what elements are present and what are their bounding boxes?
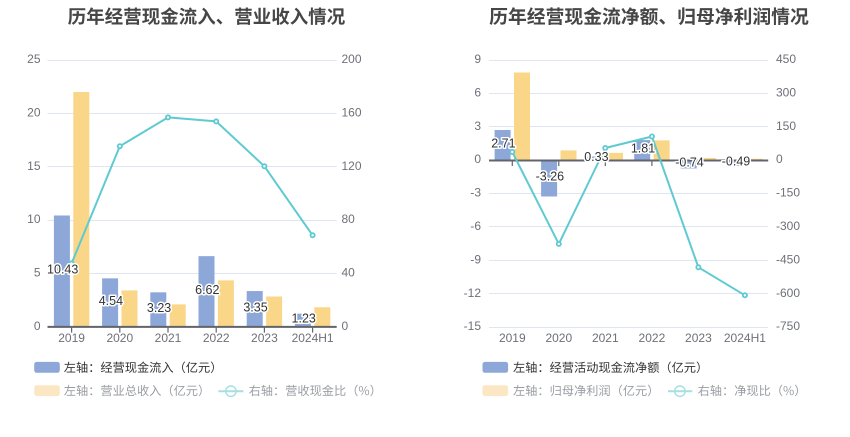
svg-text:300: 300 [776,85,796,99]
svg-text:2024H1: 2024H1 [724,331,766,345]
svg-text:-15: -15 [464,319,482,333]
svg-text:3.23: 3.23 [147,301,171,315]
svg-text:2023: 2023 [251,331,278,345]
svg-text:-3.26: -3.26 [536,170,565,184]
svg-text:200: 200 [342,52,362,66]
svg-text:0.33: 0.33 [584,150,608,164]
svg-text:0: 0 [474,152,481,166]
svg-text:80: 80 [342,212,356,226]
svg-text:-12: -12 [464,286,482,300]
svg-text:120: 120 [342,159,362,173]
svg-text:2019: 2019 [499,331,526,345]
svg-text:160: 160 [342,105,362,119]
svg-text:0: 0 [34,319,41,333]
svg-text:2020: 2020 [106,331,133,345]
svg-text:0: 0 [342,319,349,333]
svg-text:10.43: 10.43 [47,263,78,277]
svg-text:-0.49: -0.49 [722,154,751,168]
svg-text:15: 15 [27,159,41,173]
svg-text:2021: 2021 [155,331,182,345]
svg-text:-3: -3 [470,186,481,200]
svg-text:10: 10 [27,212,41,226]
svg-text:1.23: 1.23 [292,312,316,326]
svg-text:2024H1: 2024H1 [292,331,334,345]
svg-text:4.54: 4.54 [99,294,123,308]
svg-text:40: 40 [342,265,356,279]
svg-text:2021: 2021 [592,331,619,345]
svg-text:2.71: 2.71 [491,137,515,151]
svg-text:-6: -6 [470,219,481,233]
svg-text:25: 25 [27,52,41,66]
svg-text:150: 150 [776,119,796,133]
svg-text:2023: 2023 [685,331,712,345]
svg-text:-600: -600 [776,286,800,300]
svg-text:450: 450 [776,52,796,66]
svg-text:3.35: 3.35 [243,300,267,314]
svg-text:6.62: 6.62 [195,283,219,297]
svg-text:1.81: 1.81 [631,142,655,156]
svg-text:9: 9 [474,52,481,66]
svg-text:5: 5 [34,265,41,279]
svg-text:-450: -450 [776,252,800,266]
svg-text:2022: 2022 [639,331,666,345]
svg-text:-300: -300 [776,219,800,233]
svg-text:-750: -750 [776,319,800,333]
svg-text:2019: 2019 [58,331,85,345]
svg-text:20: 20 [27,105,41,119]
svg-text:-9: -9 [470,252,481,266]
svg-text:2020: 2020 [545,331,572,345]
svg-text:2022: 2022 [203,331,230,345]
svg-text:0: 0 [776,152,783,166]
svg-text:3: 3 [474,119,481,133]
svg-text:-0.74: -0.74 [675,156,704,170]
svg-text:6: 6 [474,85,481,99]
svg-text:-150: -150 [776,186,800,200]
